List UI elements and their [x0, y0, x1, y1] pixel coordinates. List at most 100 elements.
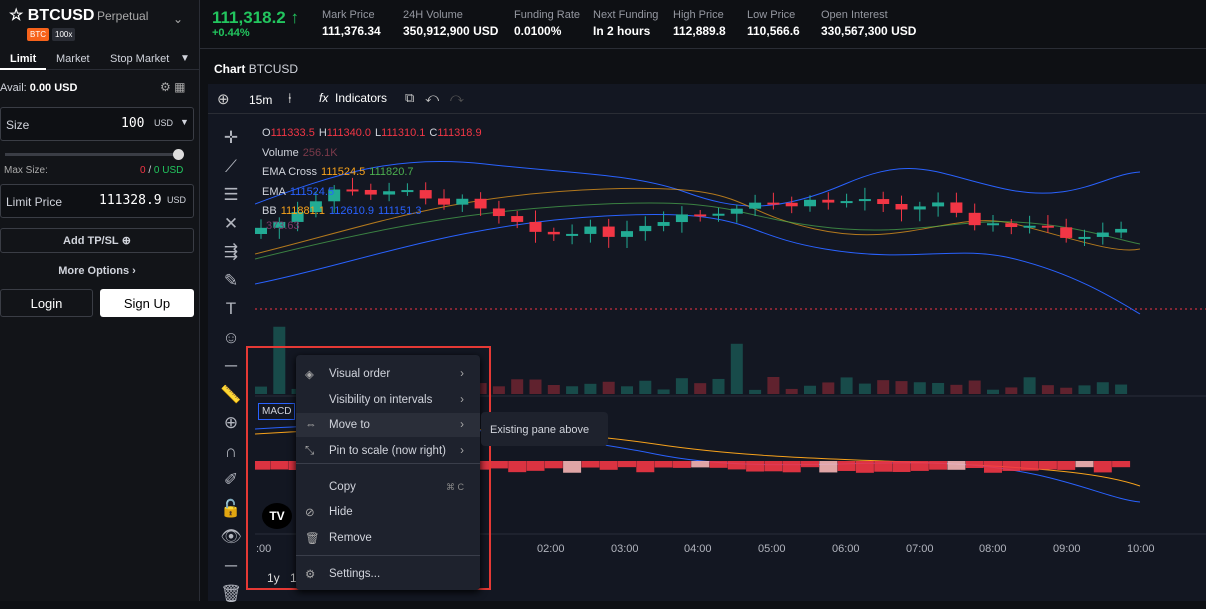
menu-item[interactable]: ⤡ Pin to scale (now right) › — [296, 439, 480, 463]
candle-type[interactable]: ⍿ — [288, 90, 292, 106]
candle — [1096, 382, 1109, 394]
drawing-tools[interactable]: ✛ ⟋ ☰ ✕ ⇶ ✎ T ☺ ─ 📏 ⊕ ∩ ✐ 🔓 👁 ─ 🗑 — [220, 128, 242, 603]
stat-label: Low Price — [747, 9, 796, 21]
time-label: :00 — [256, 543, 272, 555]
menu-item[interactable]: ⚙ Settings... — [296, 562, 480, 586]
menu-chevron: › — [460, 445, 464, 457]
candle — [1060, 227, 1073, 238]
stat-label: High Price — [673, 9, 724, 21]
stat-value: 0.0100% — [514, 24, 562, 38]
candle — [764, 461, 783, 472]
max-sell: 0 — [140, 165, 146, 176]
slider[interactable] — [5, 153, 179, 156]
menu-icon: ⇔ — [305, 419, 317, 431]
pane-label[interactable]: MACD — [258, 403, 296, 420]
add-icon[interactable]: ⊕ — [217, 91, 230, 108]
submenu-item[interactable]: Existing pane above — [481, 412, 608, 446]
menu-item[interactable]: ⇔ Move to › — [296, 413, 480, 437]
candle — [804, 385, 816, 394]
menu-item[interactable]: 🗑 Remove — [296, 526, 480, 550]
ohlc-key: L — [375, 127, 382, 139]
slider-handle[interactable] — [173, 149, 184, 160]
candle — [657, 222, 670, 226]
candle — [581, 461, 600, 468]
candle — [910, 461, 929, 471]
candle — [566, 386, 579, 394]
candle — [877, 380, 890, 394]
more-options[interactable]: More Options › — [58, 265, 136, 277]
candle — [691, 461, 710, 468]
menu-separator — [296, 463, 480, 464]
menu-icon: ⊘ — [305, 507, 315, 519]
candle — [822, 382, 835, 394]
candle — [984, 461, 1002, 473]
ohlc-value: 111333.5 — [270, 127, 315, 139]
toolbar-icons[interactable]: ⧉ ↶ ↷ — [405, 90, 464, 105]
time-label: 10:00 — [1127, 543, 1155, 555]
avail-value: 0.00 USD — [29, 82, 78, 94]
indicators[interactable]: fx Indicators — [319, 91, 388, 105]
interval[interactable]: 15m — [249, 93, 273, 107]
menu-separator — [296, 555, 480, 556]
candle — [709, 461, 728, 468]
candle — [255, 386, 267, 394]
candle — [1057, 461, 1076, 470]
candle — [858, 199, 871, 202]
range[interactable]: 1 — [290, 571, 297, 585]
candle — [1038, 461, 1057, 470]
candle — [401, 190, 414, 193]
legend-value: 111881.1 — [280, 205, 325, 217]
login-button[interactable]: Login — [0, 289, 93, 317]
candle — [438, 198, 450, 205]
signup-button[interactable]: Sign Up — [100, 289, 194, 317]
candle — [511, 216, 524, 222]
dropdown[interactable]: ⌄ — [173, 12, 184, 26]
tab-more[interactable]: ▼ — [180, 53, 190, 64]
candle — [1020, 461, 1039, 471]
chart-title-text: Chart — [214, 62, 246, 76]
legend-value: 111151.3 — [378, 205, 422, 217]
candle — [840, 377, 853, 394]
unit-caret[interactable]: ▼ — [180, 117, 189, 127]
contract: Perpetual — [97, 9, 149, 23]
menu-item[interactable]: ◈ Visual order › — [296, 362, 480, 386]
candle — [858, 383, 871, 394]
candle — [968, 212, 981, 226]
stat-value: 350,912,900 USD — [403, 24, 499, 38]
ohlc-key: H — [318, 127, 327, 139]
ohlc: O111333.5 H111340.0 L111310.1 C111318.9 — [262, 124, 486, 144]
candle — [273, 326, 286, 394]
separator: / — [148, 165, 152, 176]
candle — [492, 208, 505, 217]
limit-input[interactable]: Limit Price 111328.9 USD — [0, 184, 194, 218]
candle — [328, 189, 341, 202]
menu-item[interactable]: ⊘ Hide — [296, 500, 480, 524]
settings-icon[interactable]: ⚙ ▦ — [160, 80, 186, 94]
candle — [654, 461, 673, 468]
limit-label: Limit Price — [6, 195, 63, 209]
menu-item[interactable]: Visibility on intervals › — [296, 388, 480, 412]
indicators-text: Indicators — [335, 91, 388, 105]
time-label: 07:00 — [906, 543, 934, 555]
menu-label: Move to — [329, 419, 370, 431]
menu-icon: ⤡ — [305, 444, 315, 457]
candle — [1078, 385, 1091, 394]
candle — [840, 201, 853, 204]
add-tpsl[interactable]: Add TP/SL ⊕ — [0, 228, 194, 253]
candle — [563, 461, 582, 473]
tab[interactable]: Limit — [10, 53, 37, 65]
menu-label: Pin to scale (now right) — [329, 445, 446, 457]
candle — [1075, 461, 1094, 468]
legend-name: Volume — [262, 146, 299, 159]
tab[interactable]: Stop Market — [110, 53, 170, 65]
last-price: 111,318.2 ↑ — [212, 8, 299, 27]
tab[interactable]: Market — [56, 53, 90, 65]
bb-lower — [255, 214, 1141, 315]
candle — [694, 383, 707, 394]
symbol[interactable]: ☆ BTCUSD — [9, 7, 95, 24]
candle — [1005, 223, 1018, 228]
range[interactable]: 1y — [267, 571, 280, 585]
menu-label: Visibility on intervals — [329, 394, 433, 406]
menu-item[interactable]: Copy ⌘ C — [296, 475, 480, 499]
size-input[interactable]: Size 100 USD ▼ — [0, 107, 194, 141]
